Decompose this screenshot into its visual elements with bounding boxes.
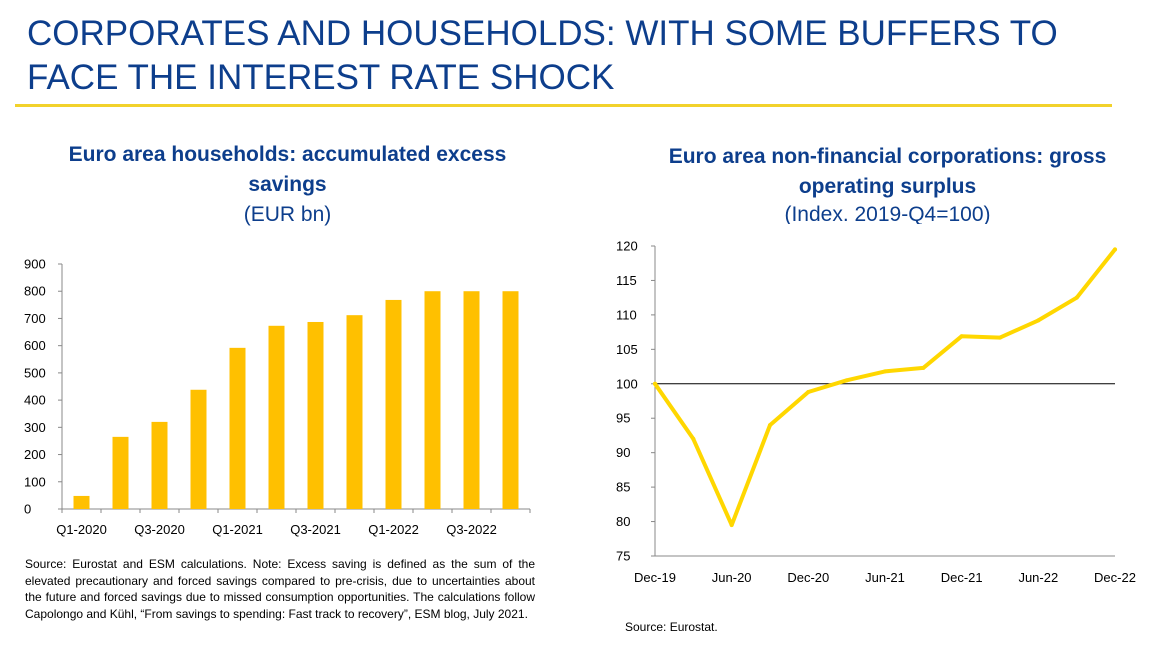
- y-tick-label: 75: [616, 549, 630, 564]
- y-tick-label: 100: [24, 474, 46, 489]
- title-divider: [15, 104, 1112, 107]
- y-tick-label: 120: [616, 239, 638, 254]
- x-tick-label: Jun-20: [712, 570, 752, 585]
- y-tick-label: 85: [616, 480, 630, 495]
- y-tick-label: 500: [24, 365, 46, 380]
- y-tick-label: 105: [616, 342, 638, 357]
- x-tick-label: Dec-20: [787, 570, 829, 585]
- data-point-Sep-22: [1074, 295, 1079, 300]
- bar-Q3-2020: [151, 421, 168, 509]
- y-tick-label: 0: [24, 502, 31, 517]
- bar-Q2-2022: [424, 291, 441, 509]
- data-point-Jun-21: [883, 369, 887, 374]
- y-tick-label: 100: [616, 376, 638, 391]
- data-point-Dec-22: [1113, 247, 1117, 252]
- y-tick-label: 600: [24, 338, 46, 353]
- data-point-Mar-20: [691, 436, 696, 441]
- x-tick-label: Q1-2020: [56, 522, 107, 537]
- left-chart-subtitle: (EUR bn): [243, 203, 332, 226]
- y-tick-label: 95: [616, 411, 630, 426]
- bar-Q4-2021: [346, 315, 363, 509]
- y-tick-label: 800: [24, 284, 46, 299]
- bar-Q2-2021: [268, 325, 285, 509]
- data-point-Sep-20: [768, 423, 772, 428]
- data-point-Dec-21: [959, 334, 964, 339]
- bar-Q1-2022: [385, 299, 402, 509]
- y-tick-label: 110: [616, 307, 637, 322]
- data-point-Sep-21: [921, 365, 926, 370]
- y-tick-label: 200: [24, 447, 46, 462]
- x-tick-label: Q1-2021: [212, 522, 263, 537]
- y-tick-label: 400: [24, 393, 46, 408]
- right-chart-subtitle: (Index. 2019-Q4=100): [784, 203, 991, 224]
- gross-operating-surplus-line-chart: 75 80 85 90 95 100 105 110 115 120 Dec-19 Jun-20 Dec…: [616, 239, 1136, 586]
- y-tick-label: 900: [24, 257, 46, 272]
- x-tick-label: Dec-21: [941, 570, 983, 585]
- y-tick-label: 300: [24, 420, 46, 435]
- y-tick-label: 115: [616, 273, 637, 288]
- bar-Q3-2022: [463, 291, 480, 509]
- x-tick-label: Q3-2021: [290, 522, 341, 537]
- data-point-Dec-20: [806, 390, 811, 395]
- data-point-Mar-21: [844, 378, 849, 383]
- x-tick-label: Dec-22: [1094, 570, 1136, 585]
- data-point-Jun-22: [1036, 318, 1041, 323]
- x-tick-label: Q3-2022: [446, 522, 497, 537]
- left-chart-title-block: Euro area households: accumulated excess…: [30, 140, 545, 230]
- left-chart-title: Euro area households: accumulated excess…: [68, 143, 507, 196]
- y-tick-label: 90: [616, 445, 630, 460]
- bar-Q1-2020: [73, 495, 90, 509]
- bar-Q4-2020: [190, 389, 207, 509]
- x-tick-label: Jun-22: [1018, 570, 1058, 585]
- excess-savings-bar-chart: 0 100 200 300 400 500 600 700 800 900 Q1-2020 Q3-20…: [24, 257, 531, 537]
- y-tick-label: 700: [24, 311, 46, 326]
- left-chart-source-note: Source: Eurostat and ESM calculations. N…: [25, 557, 535, 621]
- bar-Q3-2021: [307, 321, 324, 509]
- bar-Q2-2020: [112, 436, 129, 509]
- data-point-Dec-19: [653, 381, 657, 386]
- y-tick-label: 80: [616, 514, 630, 529]
- right-chart-source-note: Source: Eurostat.: [625, 620, 718, 634]
- bar-Q1-2021: [229, 347, 246, 509]
- series-line: [653, 247, 1117, 527]
- slide-title: CORPORATES AND HOUSEHOLDS: WITH SOME BUF…: [27, 14, 1058, 97]
- data-point-Jun-20: [729, 523, 734, 527]
- x-tick-label: Jun-21: [865, 570, 905, 585]
- bar-Q4-2022: [502, 291, 519, 509]
- data-point-Mar-22: [998, 335, 1002, 340]
- x-tick-label: Q3-2020: [134, 522, 185, 537]
- x-tick-label: Q1-2022: [368, 522, 419, 537]
- right-chart-title-block: Euro area non-financial corporations: gr…: [625, 142, 1150, 224]
- right-chart-title: Euro area non-financial corporations: gr…: [668, 145, 1107, 198]
- x-tick-label: Dec-19: [634, 570, 676, 585]
